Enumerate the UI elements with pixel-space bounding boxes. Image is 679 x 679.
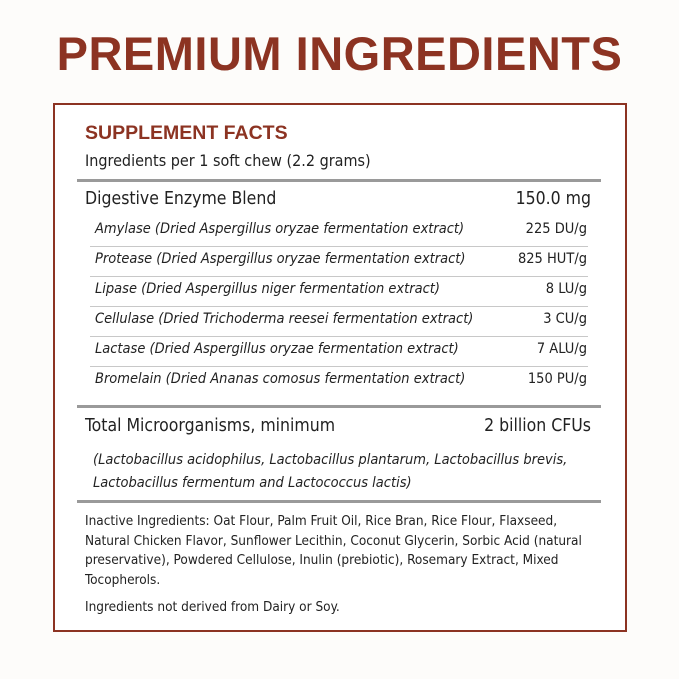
enzyme-name: Protease (Dried Aspergillus oryzae ferme… [95, 251, 466, 267]
page-title: PREMIUM INGREDIENTS [56, 27, 623, 80]
enzyme-row: Protease (Dried Aspergillus oryzae ferme… [95, 251, 587, 267]
inactive-ingredients: Inactive Ingredients: Oat Flour, Palm Fr… [85, 513, 582, 588]
enzyme-name: Lactase (Dried Aspergillus oryzae fermen… [95, 341, 459, 357]
serving-size: Ingredients per 1 soft chew (2.2 grams) [85, 151, 371, 170]
row-divider [90, 366, 588, 367]
strains-line: Lactobacillus fermentum and Lactococcus … [93, 475, 412, 491]
row-divider [90, 276, 588, 277]
enzyme-amount: 825 HUT/g [517, 251, 587, 267]
enzyme-row: Amylase (Dried Aspergillus oryzae fermen… [95, 221, 587, 237]
microorganisms-name: Total Microorganisms, minimum [85, 416, 336, 436]
enzyme-row: Cellulase (Dried Trichoderma reesei ferm… [95, 311, 587, 327]
blend-amount: 150.0 mg [515, 189, 591, 209]
enzyme-amount: 150 PU/g [527, 371, 587, 387]
allergen-note: Ingredients not derived from Dairy or So… [85, 599, 340, 615]
enzyme-name: Lipase (Dried Aspergillus niger fermenta… [95, 281, 440, 297]
enzyme-row: Bromelain (Dried Ananas comosus fermenta… [95, 371, 587, 387]
enzyme-amount: 3 CU/g [543, 311, 587, 327]
divider [77, 405, 601, 408]
enzyme-name: Bromelain (Dried Ananas comosus fermenta… [95, 371, 466, 387]
strains-line: (Lactobacillus acidophilus, Lactobacillu… [93, 452, 568, 468]
enzyme-amount: 7 ALU/g [536, 341, 587, 357]
enzyme-amount: 8 LU/g [545, 281, 587, 297]
microorganisms-row: Total Microorganisms, minimum 2 billion … [85, 416, 591, 436]
blend-name: Digestive Enzyme Blend [85, 189, 277, 209]
microorganisms-amount: 2 billion CFUs [484, 416, 591, 436]
panel-heading: SUPPLEMENT FACTS [85, 122, 288, 144]
enzyme-amount: 225 DU/g [525, 221, 587, 237]
row-divider [90, 336, 588, 337]
enzyme-row: Lactase (Dried Aspergillus oryzae fermen… [95, 341, 587, 357]
enzyme-row: Lipase (Dried Aspergillus niger fermenta… [95, 281, 587, 297]
strains-list: (Lactobacillus acidophilus, Lactobacillu… [93, 449, 603, 495]
divider [77, 500, 601, 503]
enzyme-name: Amylase (Dried Aspergillus oryzae fermen… [95, 221, 465, 237]
blend-row: Digestive Enzyme Blend 150.0 mg [85, 189, 591, 209]
supplement-facts-panel: SUPPLEMENT FACTS Ingredients per 1 soft … [53, 103, 627, 632]
row-divider [90, 246, 588, 247]
row-divider [90, 306, 588, 307]
divider [77, 179, 601, 182]
enzyme-name: Cellulase (Dried Trichoderma reesei ferm… [95, 311, 474, 327]
